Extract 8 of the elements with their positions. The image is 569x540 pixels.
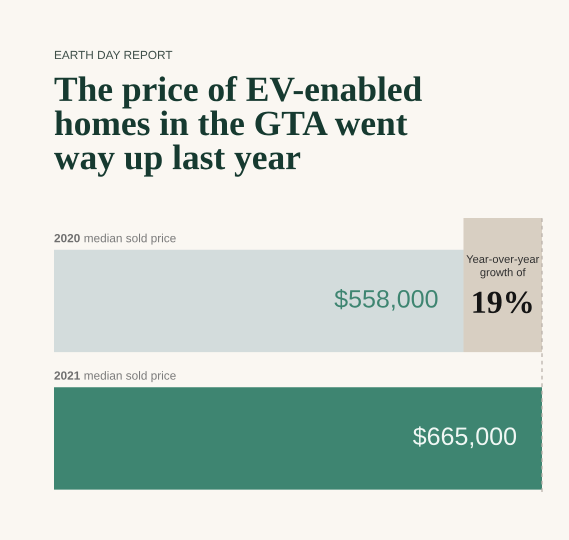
data-label: $665,000: [413, 426, 516, 448]
y-tick-label: 2020 median sold price: [54, 234, 176, 245]
y-tick-label: 2021 median sold price: [54, 371, 176, 382]
chart-subtitle: EARTH DAY REPORT: [54, 50, 172, 60]
data-label: $558,000: [334, 288, 438, 311]
annotation: 19%: [473, 292, 532, 314]
chart-title: The price of EV-enabled homes in the GTA went way up last year: [54, 76, 422, 177]
band-label: Year-over-year growth of: [466, 255, 540, 278]
